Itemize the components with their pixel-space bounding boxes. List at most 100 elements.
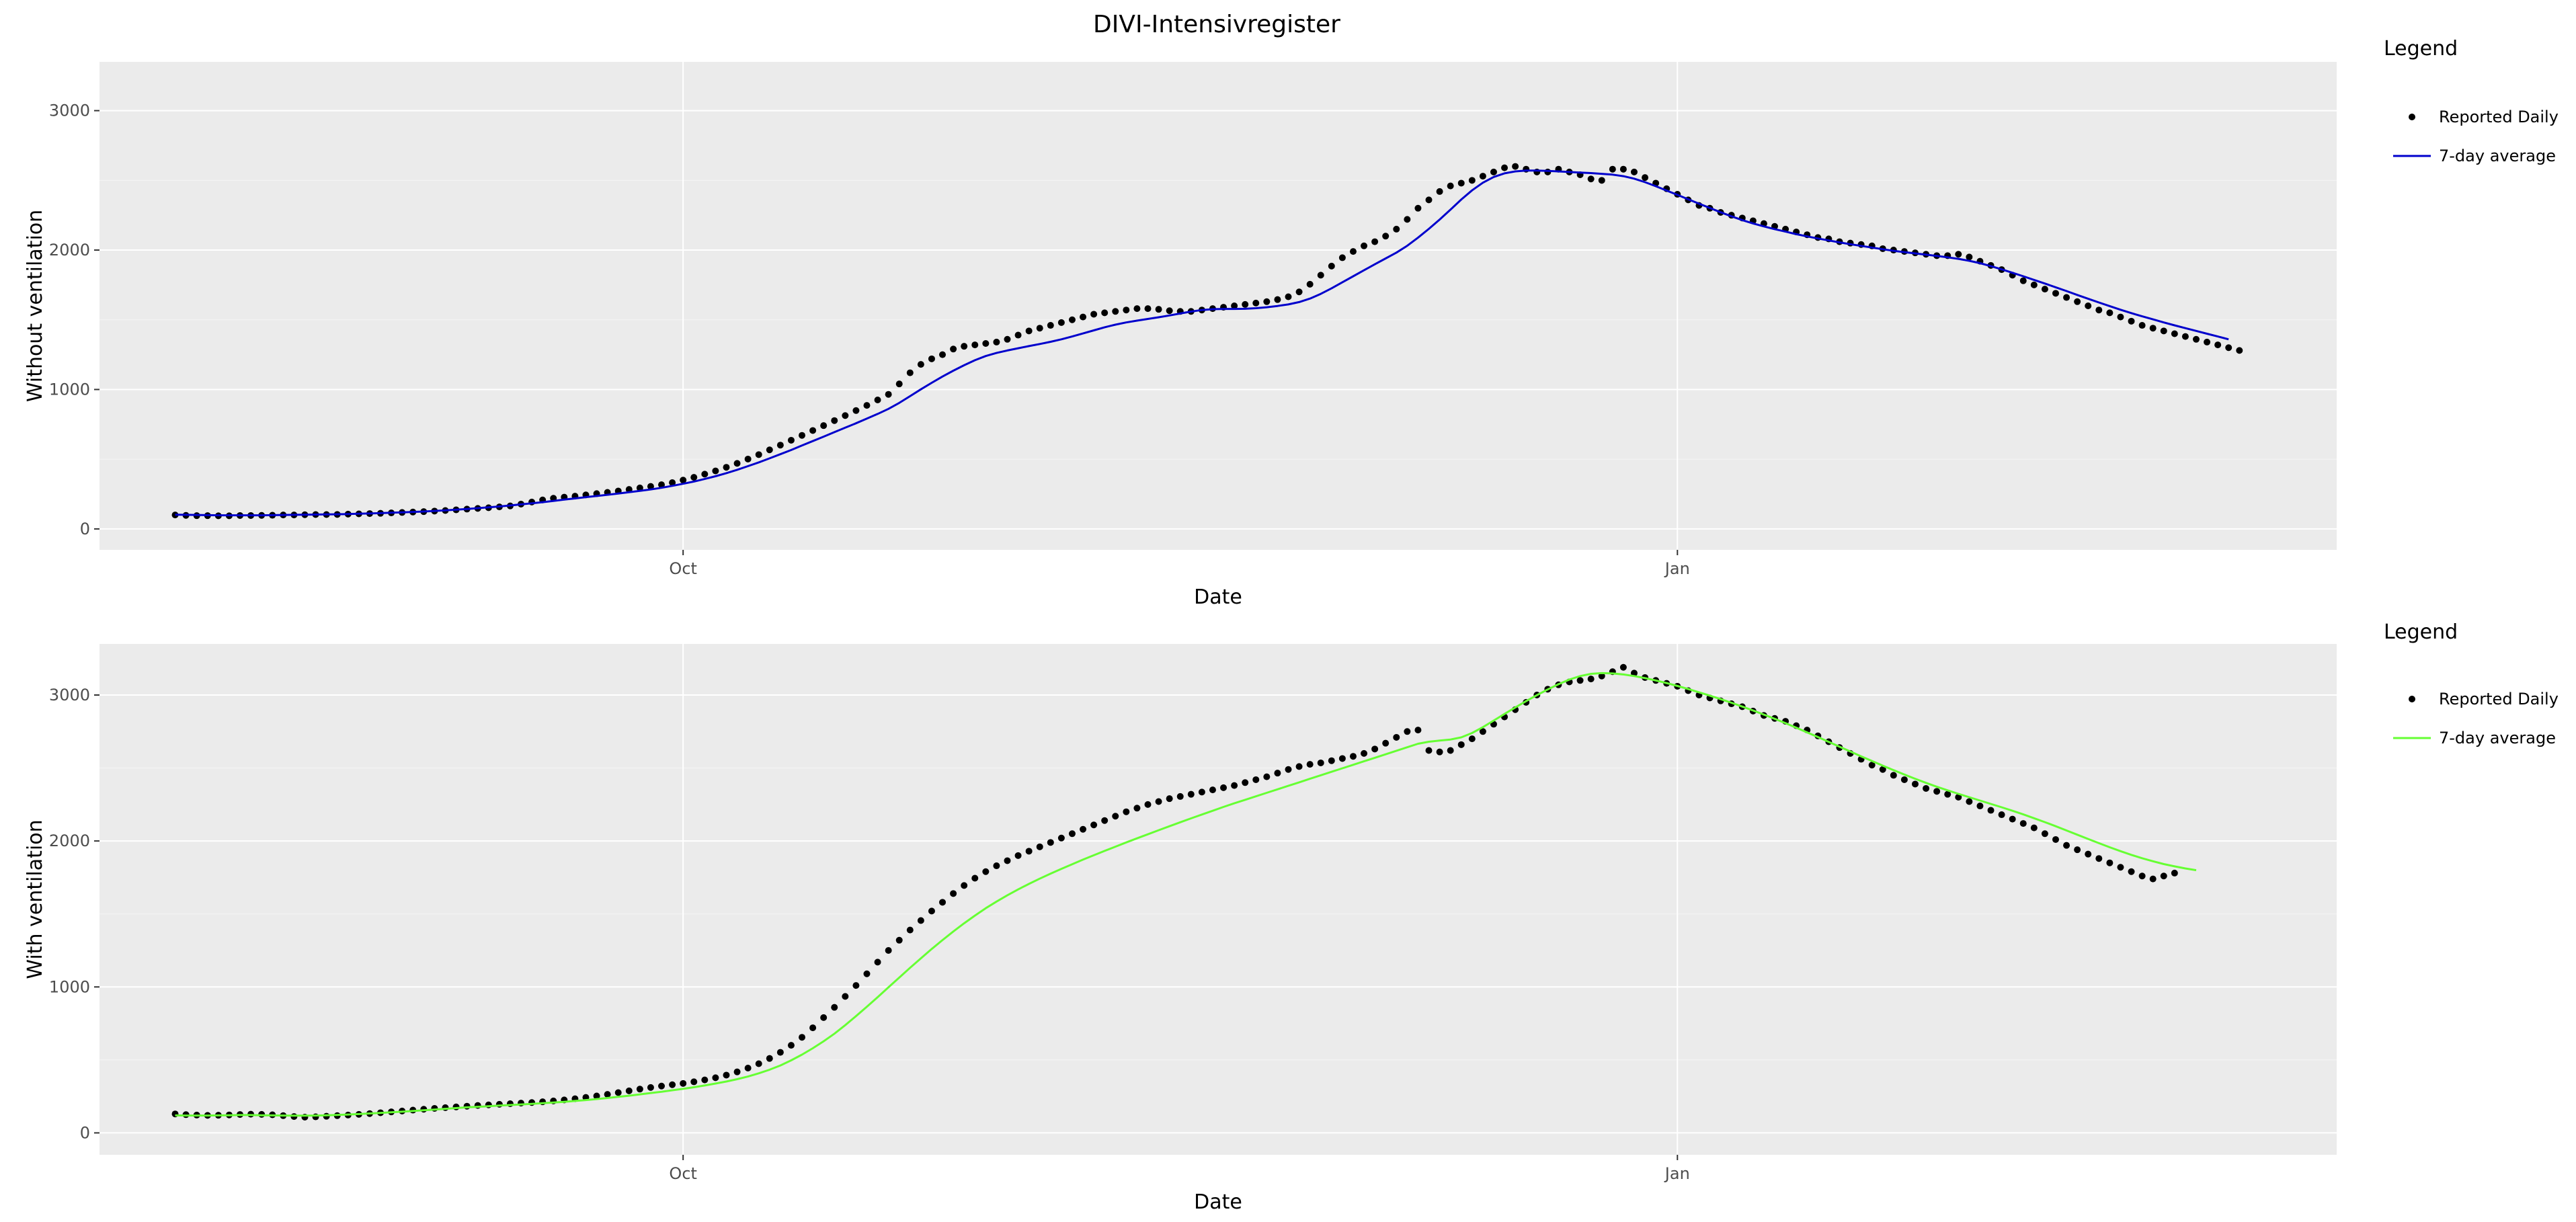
data-point-reported-daily <box>939 351 947 358</box>
data-point-reported-daily <box>809 1024 817 1032</box>
data-point-reported-daily <box>1274 296 1281 303</box>
data-point-reported-daily <box>1890 772 1897 779</box>
data-point-reported-daily <box>723 1071 730 1079</box>
data-point-reported-daily <box>787 436 795 444</box>
data-point-reported-daily <box>1036 325 1043 332</box>
legend: Legend Reported Daily 7-day average <box>2384 37 2559 165</box>
data-point-reported-daily <box>1966 798 1973 805</box>
data-point-reported-daily <box>1295 763 1303 770</box>
x-tick-label: Oct <box>669 559 697 578</box>
data-point-reported-daily <box>1911 780 1919 788</box>
data-point-reported-daily <box>1976 803 1984 810</box>
data-point-reported-daily <box>1447 747 1454 754</box>
data-point-reported-daily <box>2171 330 2178 337</box>
data-point-reported-daily <box>1630 168 1638 175</box>
data-point-reported-daily <box>1166 795 1173 803</box>
data-point-reported-daily <box>1014 852 1022 859</box>
data-point-reported-daily <box>1944 790 1951 798</box>
data-point-reported-daily <box>2085 302 2092 309</box>
data-point-reported-daily <box>1457 741 1465 748</box>
data-point-reported-daily <box>961 343 968 350</box>
data-point-reported-daily <box>690 474 698 481</box>
data-point-reported-daily <box>2019 277 2027 284</box>
data-point-reported-daily <box>1080 313 1087 321</box>
data-point-reported-daily <box>744 1065 752 1072</box>
y-tick-label: 2000 <box>49 831 90 850</box>
data-point-reported-daily <box>1187 790 1195 798</box>
data-point-reported-daily <box>2128 868 2135 875</box>
y-tick-label: 0 <box>80 520 90 538</box>
data-point-reported-daily <box>2149 325 2157 332</box>
data-point-reported-daily <box>1868 762 1876 769</box>
data-point-reported-daily <box>1436 748 1443 756</box>
data-point-reported-daily <box>1955 251 1962 258</box>
data-point-reported-daily <box>593 1092 600 1100</box>
plot-panel <box>99 62 2337 550</box>
plot-panel <box>99 644 2337 1155</box>
data-point-reported-daily <box>2225 344 2232 352</box>
data-point-reported-daily <box>1198 788 1205 796</box>
data-point-reported-daily <box>1101 817 1109 824</box>
data-point-reported-daily <box>1338 254 1346 261</box>
data-point-reported-daily <box>2192 335 2200 343</box>
data-point-reported-daily <box>2052 290 2059 297</box>
y-tick-label: 1000 <box>49 380 90 399</box>
data-point-reported-daily <box>1231 782 1238 789</box>
data-point-reported-daily <box>1004 335 1011 343</box>
data-point-reported-daily <box>809 427 817 434</box>
data-point-reported-daily <box>982 868 990 875</box>
data-point-reported-daily <box>2117 864 2124 871</box>
legend-key-point <box>2409 114 2415 120</box>
data-point-reported-daily <box>906 369 914 376</box>
y-axis-title: Without ventilation <box>24 210 47 402</box>
data-point-reported-daily <box>874 397 881 404</box>
data-point-reported-daily <box>1155 798 1162 805</box>
data-point-reported-daily <box>1576 677 1584 684</box>
data-point-reported-daily <box>1274 770 1281 777</box>
data-point-reported-daily <box>1317 759 1324 766</box>
data-point-reported-daily <box>1479 173 1486 180</box>
data-point-reported-daily <box>1080 825 1087 833</box>
data-point-reported-daily <box>1382 739 1390 747</box>
data-point-reported-daily <box>1014 331 1022 339</box>
data-point-reported-daily <box>766 1055 773 1062</box>
data-point-reported-daily <box>1004 857 1011 864</box>
data-point-reported-daily <box>658 481 666 489</box>
series-line-7-day-average <box>175 169 2229 517</box>
y-tick-label: 3000 <box>49 686 90 704</box>
y-tick-label: 3000 <box>49 101 90 120</box>
data-point-reported-daily <box>712 1074 719 1082</box>
data-point-reported-daily <box>1220 784 1227 791</box>
data-point-reported-daily <box>1371 238 1379 245</box>
data-point-reported-daily <box>1166 307 1173 315</box>
data-point-reported-daily <box>733 460 741 467</box>
data-point-reported-daily <box>1025 848 1033 855</box>
data-point-reported-daily <box>701 471 709 478</box>
data-point-reported-daily <box>1923 784 1930 792</box>
y-tick-label: 2000 <box>49 241 90 259</box>
data-point-reported-daily <box>1371 745 1379 753</box>
data-point-reported-daily <box>2030 281 2038 288</box>
data-point-reported-daily <box>1966 253 1973 261</box>
legend-label: 7-day average <box>2439 729 2556 747</box>
data-point-reported-daily <box>755 451 762 458</box>
data-point-reported-daily <box>1900 776 1908 783</box>
data-point-reported-daily <box>766 446 773 454</box>
data-point-reported-daily <box>971 341 979 349</box>
data-point-reported-daily <box>1285 766 1292 773</box>
data-point-reported-daily <box>1242 779 1249 786</box>
data-point-reported-daily <box>799 432 806 439</box>
data-point-reported-daily <box>2009 815 2016 823</box>
x-tick-label: Jan <box>1664 1164 1690 1183</box>
data-point-reported-daily <box>2030 824 2038 831</box>
data-point-reported-daily <box>2117 313 2124 321</box>
data-point-reported-daily <box>2052 836 2059 843</box>
data-point-reported-daily <box>1598 672 1605 680</box>
data-point-reported-daily <box>2041 830 2048 838</box>
data-point-reported-daily <box>1317 272 1324 279</box>
data-point-reported-daily <box>1144 305 1152 313</box>
data-point-reported-daily <box>863 402 871 409</box>
data-point-reported-daily <box>1933 788 1941 795</box>
data-point-reported-daily <box>787 1042 795 1049</box>
data-point-reported-daily <box>1468 735 1476 743</box>
